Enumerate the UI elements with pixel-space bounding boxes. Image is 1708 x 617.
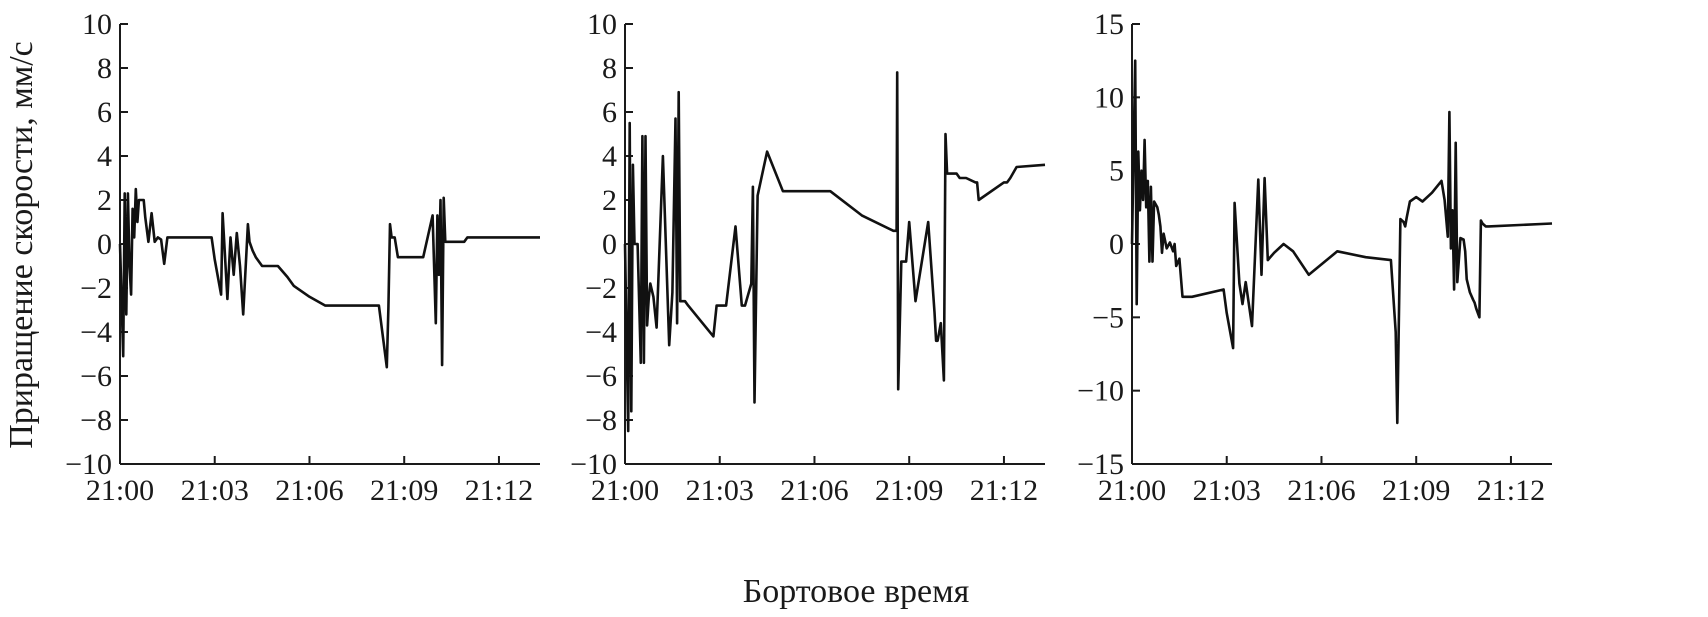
x-tick-label: 21:06 bbox=[275, 474, 343, 507]
x-tick-label: 21:12 bbox=[970, 474, 1038, 507]
series-line bbox=[623, 71, 1046, 433]
x-tick-label: 21:03 bbox=[181, 474, 249, 507]
y-tick-label: −4 bbox=[80, 316, 112, 349]
x-tick-label: 21:06 bbox=[780, 474, 848, 507]
x-axis-title: Бортовое время bbox=[743, 573, 970, 610]
y-tick-label: 2 bbox=[602, 184, 617, 217]
y-tick-label: 0 bbox=[1109, 228, 1124, 261]
y-tick-label: 0 bbox=[97, 228, 112, 261]
x-tick-label: 21:09 bbox=[875, 474, 943, 507]
y-tick-label: 8 bbox=[97, 52, 112, 85]
chart-panel-2: −10 −8 −6 −4 −2 0 2 4 6 8 10 21:00 21:03 21:06 21:09 21… bbox=[570, 8, 1046, 507]
y-tick-label: −15 bbox=[1077, 448, 1124, 481]
y-tick-label: −5 bbox=[1092, 301, 1124, 334]
x-tick-label: 21:09 bbox=[370, 474, 438, 507]
y-tick-label: 6 bbox=[602, 96, 617, 129]
y-tick-label: 4 bbox=[602, 140, 617, 173]
y-tick-label: 10 bbox=[587, 8, 617, 41]
y-tick-label: 8 bbox=[602, 52, 617, 85]
y-tick-label: 6 bbox=[97, 96, 112, 129]
y-tick-label: −4 bbox=[585, 316, 617, 349]
y-tick-label: −8 bbox=[585, 404, 617, 437]
y-tick-label: −6 bbox=[585, 360, 617, 393]
x-tick-label: 21:00 bbox=[591, 474, 659, 507]
x-tick-label: 21:06 bbox=[1287, 474, 1355, 507]
chart-panel-1: −10 −8 −6 −4 −2 0 2 4 6 8 10 21:00 21:03 21:06 21:09 21… bbox=[65, 8, 540, 507]
chart-panel-3: −15 −10 −5 0 5 10 15 21:00 21:03 21:06 21:09 21:12 bbox=[1077, 8, 1553, 507]
y-tick-label: 0 bbox=[602, 228, 617, 261]
y-tick-label: 4 bbox=[97, 140, 112, 173]
x-tick-label: 21:03 bbox=[686, 474, 754, 507]
y-axis-title: Приращение скорости, мм/с bbox=[3, 41, 40, 449]
y-tick-label: −10 bbox=[1077, 375, 1124, 408]
x-tick-label: 21:03 bbox=[1193, 474, 1261, 507]
y-tick-label: 2 bbox=[97, 184, 112, 217]
y-tick-label: 5 bbox=[1109, 155, 1124, 188]
x-tick-label: 21:12 bbox=[1477, 474, 1545, 507]
y-tick-label: 15 bbox=[1094, 8, 1124, 41]
x-tick-label: 21:00 bbox=[1098, 474, 1166, 507]
y-tick-label: −2 bbox=[585, 272, 617, 305]
y-tick-label: −10 bbox=[65, 448, 112, 481]
x-tick-label: 21:09 bbox=[1382, 474, 1450, 507]
x-tick-label: 21:00 bbox=[86, 474, 154, 507]
y-tick-label: −10 bbox=[570, 448, 617, 481]
x-tick-label: 21:12 bbox=[465, 474, 533, 507]
y-tick-label: 10 bbox=[1094, 81, 1124, 114]
series-line bbox=[1130, 59, 1553, 425]
y-tick-label: −6 bbox=[80, 360, 112, 393]
y-tick-label: −2 bbox=[80, 272, 112, 305]
y-tick-label: 10 bbox=[82, 8, 112, 41]
y-tick-label: −8 bbox=[80, 404, 112, 437]
series-line bbox=[118, 187, 540, 369]
